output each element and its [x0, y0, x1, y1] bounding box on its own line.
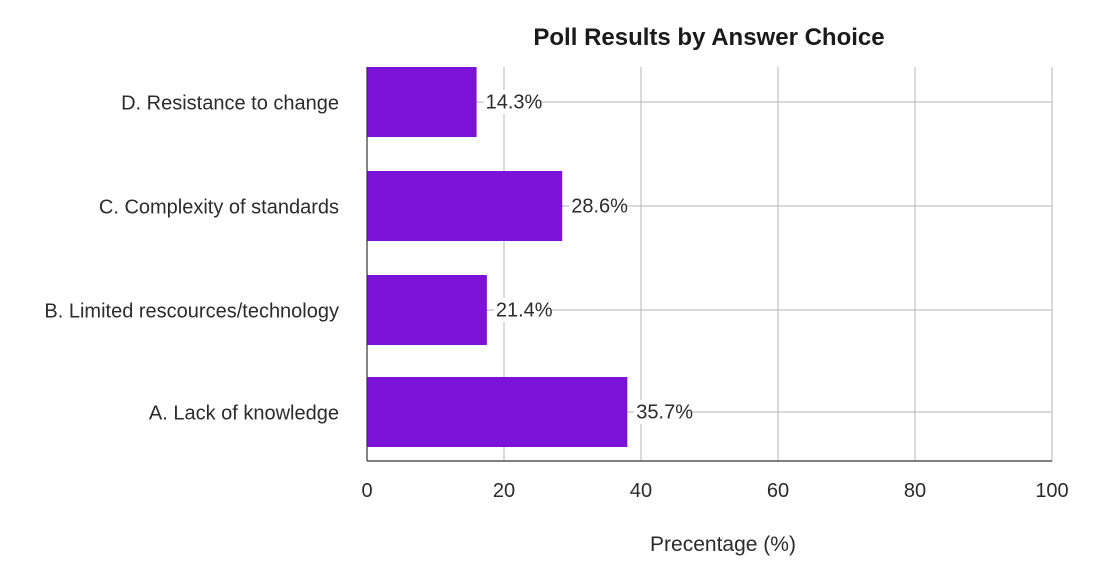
chart-title: Poll Results by Answer Choice	[533, 24, 884, 51]
x-tick-label: 40	[630, 480, 652, 502]
y-category-label: A. Lack of knowledge	[149, 402, 339, 424]
data-label: 21.4%	[496, 299, 553, 321]
data-label: 28.6%	[571, 195, 628, 217]
labels: 0 20 40 60 80 100 A. Lack of knowledge 35.7% B. …	[44, 90, 1069, 502]
bar	[367, 171, 563, 241]
bar	[367, 275, 487, 345]
data-label: 14.3%	[486, 91, 543, 113]
data-label-background	[493, 298, 551, 322]
y-category-label: D. Resistance to change	[121, 92, 339, 114]
bar	[367, 67, 477, 137]
y-category-label: B. Limited rescources/technology	[44, 300, 339, 322]
data-label-background	[634, 400, 692, 424]
x-tick-label: 20	[493, 480, 515, 502]
data-label: 35.7%	[636, 401, 693, 423]
axes	[366, 67, 1052, 462]
data-label-background	[483, 90, 541, 114]
x-tick-label: 80	[904, 480, 926, 502]
bars	[367, 67, 628, 447]
x-tick-label: 100	[1035, 480, 1068, 502]
data-label-background	[569, 194, 627, 218]
x-tick-label: 0	[361, 480, 372, 502]
y-category-label: C. Complexity of standards	[99, 196, 339, 218]
x-tick-label: 60	[767, 480, 789, 502]
bar	[367, 377, 628, 447]
x-axis-title: Precentage (%)	[650, 533, 796, 556]
